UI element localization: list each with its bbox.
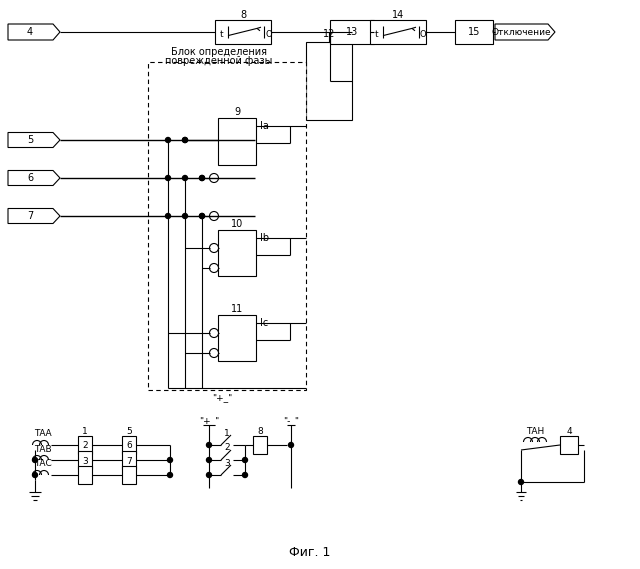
- Bar: [122, 436, 136, 454]
- Circle shape: [518, 480, 524, 484]
- Text: 12: 12: [323, 29, 335, 39]
- Bar: [148, 62, 306, 390]
- Circle shape: [166, 138, 170, 142]
- Text: t: t: [375, 30, 379, 39]
- Text: 9: 9: [234, 107, 240, 117]
- Bar: [78, 436, 92, 454]
- Circle shape: [209, 328, 218, 337]
- Text: t: t: [220, 30, 223, 39]
- Text: "+_": "+_": [199, 417, 219, 426]
- Text: 4: 4: [566, 427, 572, 435]
- Text: 2: 2: [82, 442, 88, 451]
- Text: 8: 8: [257, 427, 263, 435]
- Text: 3: 3: [224, 459, 230, 468]
- Bar: [306, 42, 352, 120]
- Text: ТАА: ТАА: [34, 430, 52, 439]
- Text: 13: 13: [346, 27, 358, 37]
- Circle shape: [209, 244, 218, 253]
- Polygon shape: [495, 24, 555, 40]
- Text: ТАС: ТАС: [34, 460, 52, 468]
- Circle shape: [166, 175, 170, 180]
- Bar: [78, 451, 92, 469]
- Circle shape: [243, 457, 248, 463]
- Text: 1: 1: [224, 428, 230, 438]
- Text: 6: 6: [126, 442, 132, 451]
- Text: ТАН: ТАН: [526, 427, 544, 436]
- Circle shape: [200, 175, 205, 180]
- Circle shape: [182, 138, 188, 142]
- Bar: [122, 451, 136, 469]
- Text: Блок определения: Блок определения: [171, 47, 267, 57]
- Text: 5: 5: [126, 427, 132, 435]
- Text: 10: 10: [231, 219, 243, 229]
- Bar: [218, 315, 256, 361]
- Text: поврежденной фазы: поврежденной фазы: [165, 56, 273, 66]
- Text: 8: 8: [240, 10, 246, 20]
- Circle shape: [289, 443, 294, 447]
- Text: 15: 15: [468, 27, 480, 37]
- Bar: [122, 466, 136, 484]
- Circle shape: [209, 212, 218, 221]
- Circle shape: [33, 457, 38, 463]
- Text: "-_": "-_": [283, 417, 299, 426]
- Text: 1: 1: [82, 427, 88, 435]
- Bar: [78, 466, 92, 484]
- Polygon shape: [8, 24, 60, 40]
- Bar: [215, 20, 271, 44]
- Bar: [455, 20, 493, 44]
- Bar: [218, 118, 256, 165]
- Circle shape: [243, 472, 248, 477]
- Text: 14: 14: [392, 10, 404, 20]
- Text: 3: 3: [82, 456, 88, 465]
- Text: 7: 7: [27, 211, 33, 221]
- Circle shape: [209, 348, 218, 357]
- Text: "+_": "+_": [212, 394, 232, 402]
- Bar: [253, 436, 267, 454]
- Circle shape: [207, 457, 211, 463]
- Bar: [370, 20, 426, 44]
- Text: O: O: [265, 30, 271, 39]
- Circle shape: [200, 213, 205, 218]
- Bar: [218, 230, 256, 276]
- Circle shape: [207, 472, 211, 477]
- Text: Фиг. 1: Фиг. 1: [289, 546, 331, 559]
- Text: Ib: Ib: [260, 233, 269, 243]
- Polygon shape: [8, 171, 60, 185]
- Text: 7: 7: [126, 456, 132, 465]
- Text: 11: 11: [231, 304, 243, 314]
- Text: Ic: Ic: [260, 318, 268, 328]
- Polygon shape: [8, 208, 60, 224]
- Circle shape: [33, 472, 38, 477]
- Circle shape: [200, 175, 205, 180]
- Circle shape: [166, 213, 170, 218]
- Text: 6: 6: [27, 173, 33, 183]
- Text: O: O: [420, 30, 427, 39]
- Text: Отключение: Отключение: [491, 27, 551, 36]
- Circle shape: [168, 472, 173, 477]
- Text: 5: 5: [27, 135, 33, 145]
- Text: Ia: Ia: [260, 121, 269, 131]
- Circle shape: [182, 138, 188, 142]
- Text: 4: 4: [27, 27, 33, 37]
- Circle shape: [182, 213, 188, 218]
- Circle shape: [182, 175, 188, 180]
- Bar: [330, 20, 374, 44]
- Text: 2: 2: [224, 443, 230, 452]
- Text: ТАВ: ТАВ: [34, 444, 52, 453]
- Circle shape: [168, 457, 173, 463]
- Bar: [560, 436, 578, 454]
- Circle shape: [209, 174, 218, 183]
- Circle shape: [207, 443, 211, 447]
- Polygon shape: [8, 133, 60, 147]
- Circle shape: [209, 263, 218, 273]
- Circle shape: [200, 213, 205, 218]
